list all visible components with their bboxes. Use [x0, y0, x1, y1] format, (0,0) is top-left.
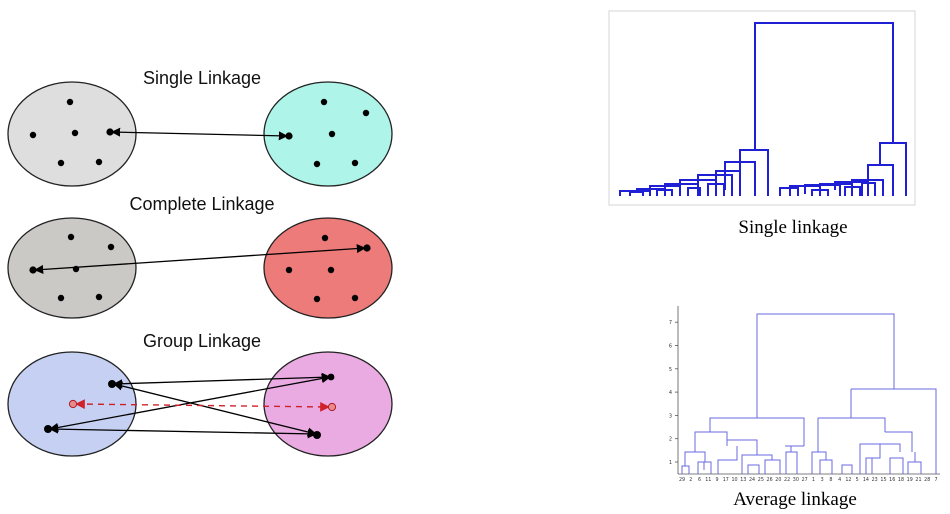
single-linkage-caption: Single linkage: [738, 217, 847, 238]
dendrogram-frame: [608, 10, 916, 206]
leaf-label: 19: [907, 477, 913, 483]
single-linkage-diagram: Single Linkage: [7, 68, 393, 187]
leaf-label: 9: [716, 477, 719, 483]
y-tick-label: 1: [669, 460, 672, 466]
dendrogram-branches: [619, 22, 907, 196]
leaf-label: 3: [821, 477, 824, 483]
linkage-arrow: [34, 244, 366, 274]
leaf-label: 13: [740, 477, 746, 483]
dendrogram-branches: [681, 313, 937, 474]
y-tick-label: 7: [669, 320, 672, 326]
y-tick-label: 4: [669, 390, 672, 396]
leaf-label: 10: [731, 477, 737, 483]
leaf-label: 1: [812, 477, 815, 483]
leaf-label: 30: [793, 477, 799, 483]
leaf-label: 26: [767, 477, 773, 483]
group-linkage-diagram: Group Linkage: [7, 331, 393, 457]
complete-linkage-diagram: Complete Linkage: [7, 194, 393, 319]
leaf-label: 8: [829, 477, 832, 483]
leaf-label: 22: [784, 477, 790, 483]
y-axis-ticks: 1 2 3 4 5 6 7: [669, 320, 678, 466]
left-centroid: [68, 399, 78, 409]
leaf-label: 7: [934, 477, 937, 483]
average-linkage-caption: Average linkage: [733, 489, 857, 510]
linkage-arrow: [111, 127, 288, 141]
leaf-label: 16: [889, 477, 895, 483]
leaf-label: 5: [856, 477, 859, 483]
single-linkage-dendrogram: Single linkage: [608, 10, 916, 238]
leaf-label: 21: [915, 477, 921, 483]
right-cluster: [263, 351, 393, 457]
dendrogram-axes: [677, 306, 940, 475]
leaf-label: 29: [679, 477, 685, 483]
leaf-label: 11: [705, 477, 711, 483]
leaf-label: 20: [775, 477, 781, 483]
right-cluster: [263, 81, 393, 187]
leaf-label: 17: [723, 477, 729, 483]
leaf-label: 6: [698, 477, 701, 483]
single-linkage-title: Single Linkage: [143, 68, 261, 88]
leaf-label: 4: [838, 477, 841, 483]
leaf-label: 23: [872, 477, 878, 483]
leaf-label: 25: [758, 477, 764, 483]
leaf-label: 18: [898, 477, 904, 483]
leaf-label: 24: [749, 477, 755, 483]
y-tick-label: 3: [669, 413, 672, 419]
leaf-label: 2: [689, 477, 692, 483]
centroid-arrow: [75, 399, 330, 412]
leaf-label: 15: [880, 477, 886, 483]
leaf-label: 27: [802, 477, 808, 483]
complete-linkage-title: Complete Linkage: [129, 194, 274, 214]
y-tick-label: 2: [669, 437, 672, 443]
leaf-label: 14: [863, 477, 869, 483]
y-tick-label: 6: [669, 344, 672, 350]
cluster-points: [44, 373, 335, 439]
leaf-labels: 29 2 6 11 9 17 10 13 24 25 26 20 22 30 27 1 3 8 4 12 5 14 23 15…: [679, 477, 938, 483]
leaf-label: 28: [924, 477, 930, 483]
leaf-label: 12: [845, 477, 851, 483]
y-tick-label: 5: [669, 367, 672, 373]
right-centroid: [327, 402, 337, 412]
group-linkage-title: Group Linkage: [143, 331, 261, 351]
right-cluster: [263, 217, 393, 319]
